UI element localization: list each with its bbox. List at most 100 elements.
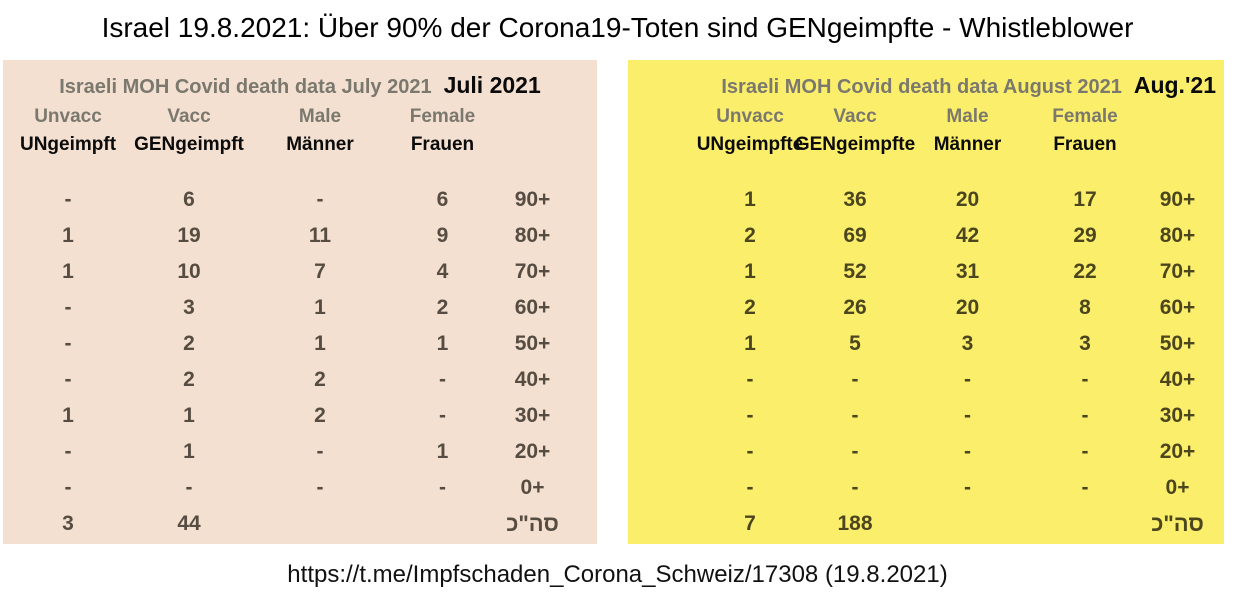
tables-container: Israeli MOH Covid death data July 2021 J…: [3, 60, 1235, 544]
cell-age-label: 30+: [1159, 404, 1196, 427]
cell-female: 2: [436, 296, 449, 319]
cell-male: 1: [314, 296, 326, 319]
cell-vacc: 69: [843, 224, 867, 247]
col-header-female: Female: [1052, 106, 1118, 127]
cell-male: -: [316, 188, 324, 211]
cell-unvacc: 1: [744, 260, 756, 283]
col-header-maenner: Männer: [933, 134, 1002, 155]
cell-vacc: -: [851, 476, 859, 499]
table-july-title: Israeli MOH Covid death data July 2021 J…: [3, 72, 597, 102]
table-august: Israeli MOH Covid death data August 2021…: [628, 60, 1224, 544]
cell-vacc: 5: [849, 332, 861, 355]
cell-female: -: [1081, 476, 1089, 499]
cell-male: -: [964, 476, 971, 499]
col-header-frauen: Frauen: [410, 134, 475, 155]
cell-male: 2: [314, 368, 326, 391]
cell-total-vacc: 44: [177, 512, 201, 535]
cell-female: 1: [436, 440, 449, 463]
cell-age-label: 0+: [1165, 476, 1190, 499]
cell-unvacc: -: [746, 368, 754, 391]
col-header-unvacc: Unvacc: [34, 106, 102, 127]
total-label-hebrew: סה"כ: [1151, 511, 1204, 536]
table-row: - - - - 40+: [628, 362, 1224, 398]
page-title: Israel 19.8.2021: Über 90% der Corona19-…: [101, 12, 1134, 43]
cell-unvacc: 2: [744, 224, 756, 247]
col-header-maenner: Männer: [286, 134, 354, 155]
cell-age-label: 70+: [514, 260, 551, 283]
cell-female: 8: [1079, 296, 1091, 319]
cell-female: 6: [436, 188, 449, 211]
table-row: 1 36 20 17 90+: [628, 182, 1224, 218]
cell-age-label: 30+: [514, 404, 551, 427]
cell-vacc: 26: [843, 296, 867, 319]
col-header-ungeimpfte: UNgeimpfte: [696, 134, 804, 155]
cell-age-label: 0+: [520, 476, 545, 499]
table-august-column-headers-en: Unvacc Vacc Male Female: [628, 104, 1224, 130]
cell-unvacc: 1: [744, 188, 756, 211]
col-header-ungeimpft: UNgeimpft: [19, 134, 117, 155]
table-august-title-en: Israeli MOH Covid death data August 2021: [721, 76, 1122, 98]
cell-total-unvacc: 3: [62, 512, 74, 535]
cell-unvacc: -: [64, 368, 72, 391]
table-row: 1 1 2 - 30+: [3, 398, 597, 434]
cell-unvacc: -: [746, 476, 754, 499]
total-label-hebrew: סה"כ: [506, 511, 559, 536]
cell-vacc: 19: [177, 224, 201, 247]
cell-vacc: 6: [183, 188, 195, 211]
cell-age-label: 90+: [514, 188, 551, 211]
cell-unvacc: 1: [62, 260, 74, 283]
cell-male: 1: [314, 332, 326, 355]
table-row: 1 10 7 4 70+: [3, 254, 597, 290]
col-header-gengeimpft: GENgeimpft: [134, 134, 244, 155]
cell-male: 3: [961, 332, 974, 355]
cell-age-label: 20+: [1159, 440, 1196, 463]
cell-male: 7: [314, 260, 326, 283]
table-row: 1 19 11 9 80+: [3, 218, 597, 254]
cell-age-label: 80+: [1159, 224, 1196, 247]
table-july-title-en: Israeli MOH Covid death data July 2021: [59, 76, 432, 98]
col-header-gengeimpfte: GENgeimpfte: [794, 134, 916, 155]
cell-unvacc: -: [746, 404, 754, 427]
table-row: - 6 - 6 90+: [3, 182, 597, 218]
col-header-vacc: Vacc: [833, 106, 877, 127]
cell-vacc: -: [851, 440, 859, 463]
cell-male: 2: [314, 404, 326, 427]
table-july-title-de: Juli 2021: [443, 72, 541, 98]
table-july: Israeli MOH Covid death data July 2021 J…: [3, 60, 597, 544]
cell-age-label: 40+: [1159, 368, 1196, 391]
table-row: - 2 2 - 40+: [3, 362, 597, 398]
cell-age-label: 20+: [514, 440, 551, 463]
cell-age-label: 90+: [1159, 188, 1196, 211]
table-row: - - - - 20+: [628, 434, 1224, 470]
cell-unvacc: -: [64, 188, 72, 211]
col-header-frauen: Frauen: [1053, 134, 1117, 155]
table-row: 2 69 42 29 80+: [628, 218, 1224, 254]
cell-female: -: [439, 404, 446, 427]
cell-male: 20: [955, 296, 980, 319]
header-gap: [628, 160, 1224, 182]
table-row: - - - - 0+: [628, 470, 1224, 506]
cell-male: 31: [955, 260, 980, 283]
cell-male: -: [964, 368, 971, 391]
table-row: - - - - 0+: [3, 470, 597, 506]
cell-male: 11: [308, 224, 332, 247]
cell-male: -: [964, 404, 971, 427]
cell-female: -: [439, 476, 446, 499]
cell-vacc: 2: [183, 332, 195, 355]
cell-female: 17: [1073, 188, 1097, 211]
cell-female: 1: [436, 332, 449, 355]
cell-age-label: 80+: [514, 224, 551, 247]
table-july-column-headers-de: UNgeimpft GENgeimpft Männer Frauen: [3, 130, 597, 160]
table-row: - - - - 30+: [628, 398, 1224, 434]
table-july-column-headers-en: Unvacc Vacc Male Female: [3, 104, 597, 130]
cell-unvacc: 1: [62, 404, 74, 427]
cell-age-label: 50+: [1159, 332, 1196, 355]
cell-female: -: [1081, 440, 1089, 463]
cell-vacc: 52: [843, 260, 867, 283]
table-row: 1 52 31 22 70+: [628, 254, 1224, 290]
table-august-title-de: Aug.'21: [1133, 72, 1216, 98]
cell-unvacc: -: [64, 296, 72, 319]
col-header-male: Male: [946, 106, 989, 127]
cell-vacc: 10: [177, 260, 201, 283]
table-august-column-headers-de: UNgeimpfte GENgeimpfte Männer Frauen: [628, 130, 1224, 160]
